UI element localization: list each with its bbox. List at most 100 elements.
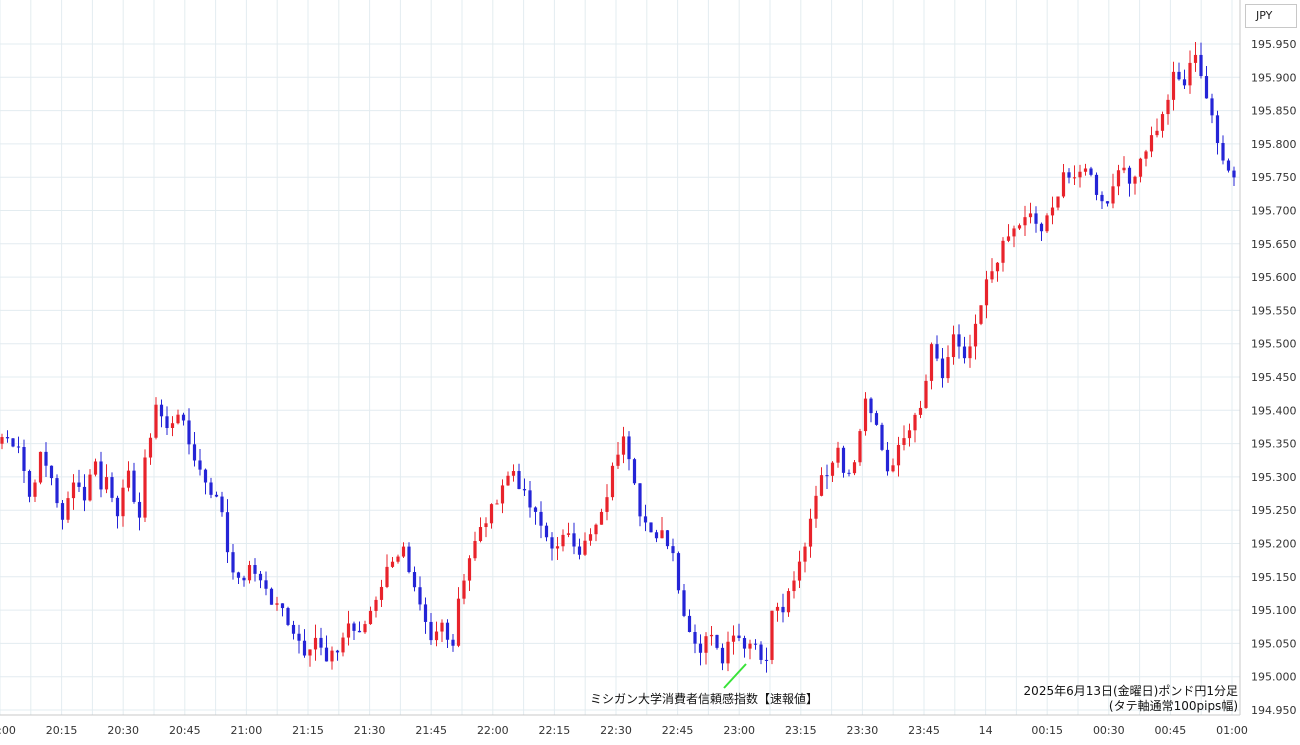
candle-body	[341, 637, 345, 653]
candle-body	[357, 630, 362, 633]
y-tick-label: 195.600	[1251, 271, 1297, 284]
candle-body	[203, 469, 208, 483]
candle-body	[627, 436, 631, 460]
candle-body	[99, 461, 103, 490]
y-tick-label: 195.400	[1251, 404, 1297, 417]
candle-body	[445, 622, 450, 640]
candle-body	[649, 522, 653, 533]
candle-body	[990, 271, 994, 280]
x-tick-label: 20:45	[169, 724, 201, 737]
x-tick-label: 21:15	[292, 724, 324, 737]
candle-body	[841, 447, 846, 473]
candle-body	[346, 623, 351, 638]
candle-body	[583, 540, 587, 555]
candle-body	[1034, 213, 1038, 224]
candle-body	[577, 546, 582, 555]
candle-body	[781, 606, 785, 613]
candle-body	[209, 482, 213, 495]
candle-body	[924, 380, 928, 408]
x-tick-label: 22:30	[600, 724, 632, 737]
currency-selector[interactable]: JPY	[1245, 4, 1297, 28]
candle-body	[665, 530, 670, 547]
candle-body	[533, 507, 538, 512]
candle-body	[44, 451, 48, 466]
candle-body	[154, 404, 158, 438]
chart-title-line-1: 2025年6月13日(金曜日)ポンド円1分足	[1024, 683, 1238, 698]
x-tick-label: 00:30	[1093, 724, 1125, 737]
candle-body	[242, 577, 246, 581]
x-tick-label: 23:15	[785, 724, 817, 737]
candle-body	[1122, 167, 1126, 171]
candle-body	[22, 447, 26, 471]
candle-body	[1067, 172, 1071, 178]
x-tick-label: 21:00	[231, 724, 263, 737]
candle-body	[1193, 54, 1198, 63]
candle-body	[874, 413, 879, 425]
candle-body	[121, 487, 125, 517]
chart-title-line-2: (タテ軸通常100pips幅)	[1109, 698, 1238, 713]
candle-body	[1155, 130, 1159, 136]
candle-body	[0, 437, 4, 444]
candle-body	[511, 471, 516, 476]
candle-body	[550, 537, 554, 549]
candle-body	[979, 305, 983, 324]
candle-body	[825, 475, 829, 477]
candle-body	[517, 471, 521, 490]
candle-body	[528, 490, 532, 508]
candle-body	[1023, 217, 1027, 226]
candle-body	[335, 650, 340, 653]
candle-body	[60, 503, 65, 520]
candle-body	[302, 640, 307, 656]
candle-body	[946, 357, 950, 379]
candle-body	[858, 431, 862, 463]
candle-body	[462, 580, 466, 599]
candle-body	[731, 635, 736, 642]
candle-body	[1001, 240, 1005, 263]
candle-body	[38, 451, 43, 483]
candle-body	[258, 573, 263, 581]
candle-body	[814, 495, 818, 519]
candle-body	[253, 565, 257, 574]
y-tick-label: 195.650	[1251, 238, 1297, 251]
candle-body	[764, 659, 769, 661]
candle-body	[660, 530, 664, 539]
y-tick-label: 195.200	[1251, 538, 1297, 551]
candle-body	[55, 478, 59, 504]
candle-body	[830, 462, 835, 476]
candle-body	[467, 558, 472, 581]
x-tick-label: 01:00	[1216, 724, 1248, 737]
x-tick-label: 20:00	[0, 724, 16, 737]
candle-body	[880, 424, 884, 450]
candle-body	[484, 523, 488, 528]
y-tick-label: 195.250	[1251, 504, 1297, 517]
x-tick-label: 21:45	[415, 724, 447, 737]
candle-body	[451, 639, 455, 646]
candle-body	[396, 556, 400, 562]
candle-body	[962, 346, 967, 359]
candle-body	[1006, 236, 1011, 241]
candle-body	[319, 637, 323, 648]
candle-body	[1061, 172, 1066, 197]
candle-body	[1105, 201, 1110, 204]
y-tick-label: 195.450	[1251, 371, 1297, 384]
candle-body	[1116, 170, 1121, 187]
candle-body	[423, 604, 428, 622]
x-tick-label: 22:45	[662, 724, 694, 737]
candle-body	[847, 472, 851, 474]
candle-body	[902, 438, 906, 445]
candle-body	[1056, 196, 1060, 208]
candle-body	[27, 470, 32, 497]
candle-body	[836, 447, 840, 463]
candle-body	[698, 643, 703, 653]
candle-body	[297, 633, 301, 641]
candle-body	[539, 511, 543, 526]
candle-body	[968, 346, 972, 359]
candle-body	[742, 638, 747, 649]
candle-body	[324, 647, 329, 662]
candle-body	[506, 475, 510, 486]
candle-body	[93, 461, 98, 475]
candle-body	[885, 449, 890, 472]
candle-body	[1133, 176, 1137, 184]
x-tick-label: 20:15	[46, 724, 78, 737]
candle-body	[594, 524, 598, 535]
